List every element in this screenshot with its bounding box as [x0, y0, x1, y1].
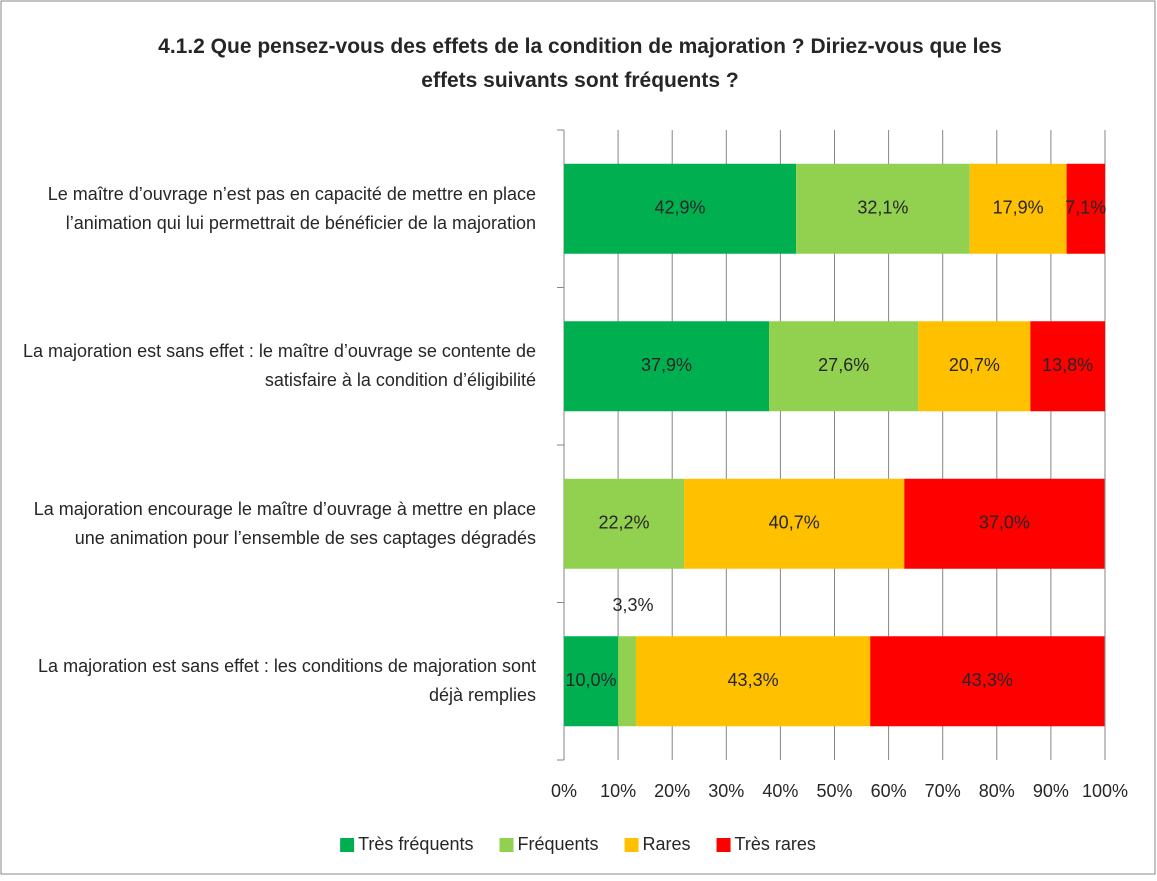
bar-segment: [1030, 321, 1105, 412]
category-box: La majoration encourage le maître d’ouvr…: [33, 498, 536, 548]
category-label: La majoration est sans effet : les condi…: [38, 656, 536, 706]
data-label: 32,1%: [857, 198, 908, 218]
data-label: 43,3%: [962, 670, 1013, 690]
x-tick-label: 30%: [708, 781, 744, 801]
bar-segment: [684, 478, 905, 569]
legend-label: Rares: [643, 834, 691, 854]
x-tick-label: 0%: [551, 781, 577, 801]
x-tick-label: 60%: [871, 781, 907, 801]
data-label: 17,9%: [993, 198, 1044, 218]
data-label: 43,3%: [728, 670, 779, 690]
data-label: 42,9%: [655, 198, 706, 218]
category-box: La majoration est sans effet : les condi…: [38, 656, 536, 706]
x-tick-label: 20%: [654, 781, 690, 801]
bar-segment: [769, 321, 919, 412]
chart-title: 4.1.2 Que pensez-vous des effets de la c…: [158, 35, 1002, 92]
data-label: 37,0%: [979, 513, 1030, 533]
bar-segment: [564, 636, 619, 727]
data-label: 13,8%: [1042, 355, 1093, 375]
data-label: 20,7%: [949, 355, 1000, 375]
bar-segment: [870, 636, 1105, 727]
bar-segment: [635, 636, 871, 727]
category-label: La majoration est sans effet : le maître…: [23, 341, 536, 391]
category-label: La majoration encourage le maître d’ouvr…: [33, 498, 536, 548]
bar-segment: [918, 321, 1031, 412]
bar-segment: [618, 636, 636, 727]
legend-swatch: [499, 838, 514, 852]
legend-swatch: [340, 838, 355, 852]
data-label: 27,6%: [818, 355, 869, 375]
bar-segment: [969, 163, 1067, 254]
data-label: 7,1%: [1065, 198, 1106, 218]
x-tick-label: 70%: [925, 781, 961, 801]
bar-segment: [564, 163, 797, 254]
bar-segment: [1066, 163, 1105, 254]
data-label: 22,2%: [599, 513, 650, 533]
data-label: 3,3%: [613, 595, 654, 615]
bar-segment: [564, 321, 770, 412]
x-tick-label: 100%: [1082, 781, 1128, 801]
data-label: 40,7%: [769, 513, 820, 533]
legend-label: Très fréquents: [358, 834, 473, 854]
bar-segment: [796, 163, 970, 254]
bar-segment: [904, 478, 1105, 569]
data-label: 37,9%: [641, 355, 692, 375]
legend-label: Très rares: [735, 834, 816, 854]
legend-label: Fréquents: [517, 834, 598, 854]
x-tick-label: 80%: [979, 781, 1015, 801]
x-tick-label: 50%: [816, 781, 852, 801]
bar-segment: [564, 478, 685, 569]
category-label: Le maître d’ouvrage n’est pas en capacit…: [47, 183, 536, 233]
legend-swatch: [716, 838, 731, 852]
title-box: 4.1.2 Que pensez-vous des effets de la c…: [158, 35, 1002, 92]
category-box: Le maître d’ouvrage n’est pas en capacit…: [47, 183, 536, 233]
legend-swatch: [624, 838, 639, 852]
x-tick-label: 40%: [762, 781, 798, 801]
x-tick-label: 10%: [600, 781, 636, 801]
category-box: La majoration est sans effet : le maître…: [23, 341, 536, 391]
x-tick-label: 90%: [1033, 781, 1069, 801]
data-label: 10,0%: [566, 670, 617, 690]
